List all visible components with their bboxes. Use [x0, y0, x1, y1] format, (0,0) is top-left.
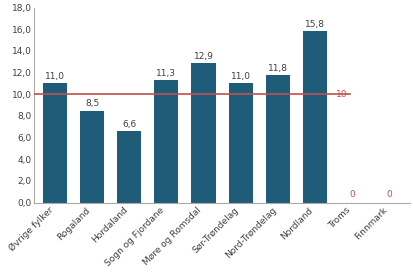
Bar [265, 75, 289, 203]
Bar [154, 80, 178, 203]
Text: 11,8: 11,8 [267, 64, 287, 73]
Bar [228, 84, 252, 203]
Text: 6,6: 6,6 [122, 120, 136, 129]
Text: 12,9: 12,9 [193, 52, 213, 61]
Text: 0: 0 [349, 190, 354, 199]
Text: 10: 10 [335, 90, 346, 99]
Bar [302, 32, 326, 203]
Text: 11,3: 11,3 [156, 69, 176, 78]
Bar [191, 63, 215, 203]
Text: 8,5: 8,5 [85, 99, 99, 109]
Bar [80, 111, 104, 203]
Text: 11,0: 11,0 [45, 72, 65, 81]
Bar [117, 131, 141, 203]
Text: 0: 0 [386, 190, 392, 199]
Bar [43, 84, 67, 203]
Text: 11,0: 11,0 [230, 72, 250, 81]
Text: 15,8: 15,8 [304, 20, 324, 29]
